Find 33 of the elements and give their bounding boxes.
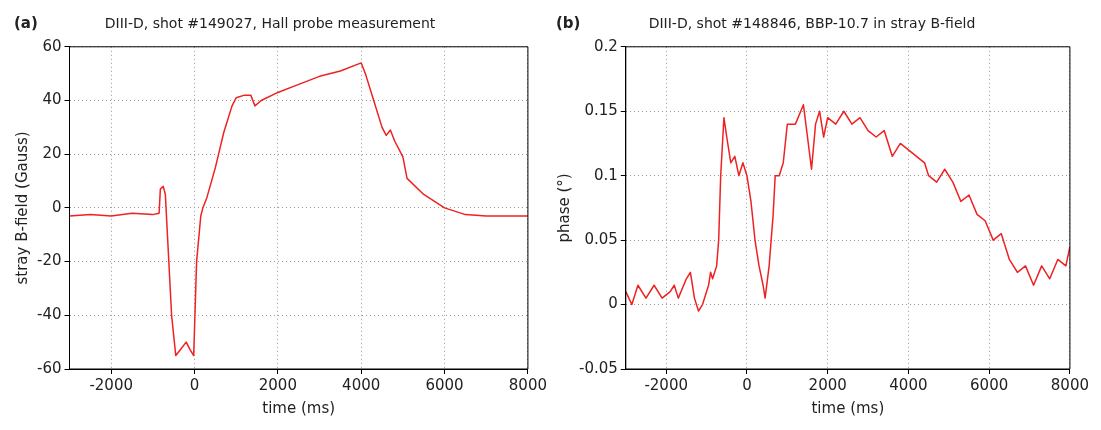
x-tick-label: 4000 [342, 375, 381, 394]
text: (b) [556, 14, 581, 32]
x-tick-label: -2000 [644, 375, 688, 394]
chart-title: DIII-D, shot #148846, BBP-10.7 in stray B-field [648, 15, 976, 32]
y-axis-title: stray B-field (Gauss) [12, 131, 31, 285]
y-tick-label: 60 [42, 36, 62, 55]
y-tick-label: 0.1 [593, 165, 618, 184]
y-tick-label: -60 [37, 358, 62, 377]
chart-title: DIII-D, shot #149027, Hall probe measurement [104, 15, 436, 32]
x-tick-label: 6000 [425, 375, 464, 394]
x-axis-title: time (ms) [811, 398, 885, 417]
y-tick-label: 40 [42, 90, 62, 109]
y-axis-title: phase (°) [554, 173, 573, 243]
x-tick-label: 0 [742, 375, 752, 394]
x-tick-label: 2000 [258, 375, 297, 394]
x-tick-label: 8000 [508, 375, 548, 394]
y-tick-label: 0.05 [584, 230, 618, 249]
x-axis-title: time (ms) [262, 398, 336, 417]
y-tick-label: 0 [608, 294, 618, 313]
y-tick-label: 0.2 [593, 36, 618, 55]
y-tick-label: -20 [37, 251, 62, 270]
x-tick-label: 2000 [808, 375, 847, 394]
x-tick-label: 6000 [970, 375, 1009, 394]
x-tick-label: 4000 [889, 375, 928, 394]
text: (a) [14, 14, 38, 32]
x-tick-label: 8000 [1050, 375, 1090, 394]
y-tick-label: -0.05 [579, 358, 618, 377]
y-tick-label: 0 [51, 197, 62, 216]
x-tick-label: -2000 [89, 375, 133, 394]
y-tick-label: 0.15 [584, 101, 618, 120]
y-tick-label: 20 [42, 144, 62, 163]
y-tick-label: -40 [37, 305, 62, 324]
x-tick-label: 0 [189, 375, 200, 394]
